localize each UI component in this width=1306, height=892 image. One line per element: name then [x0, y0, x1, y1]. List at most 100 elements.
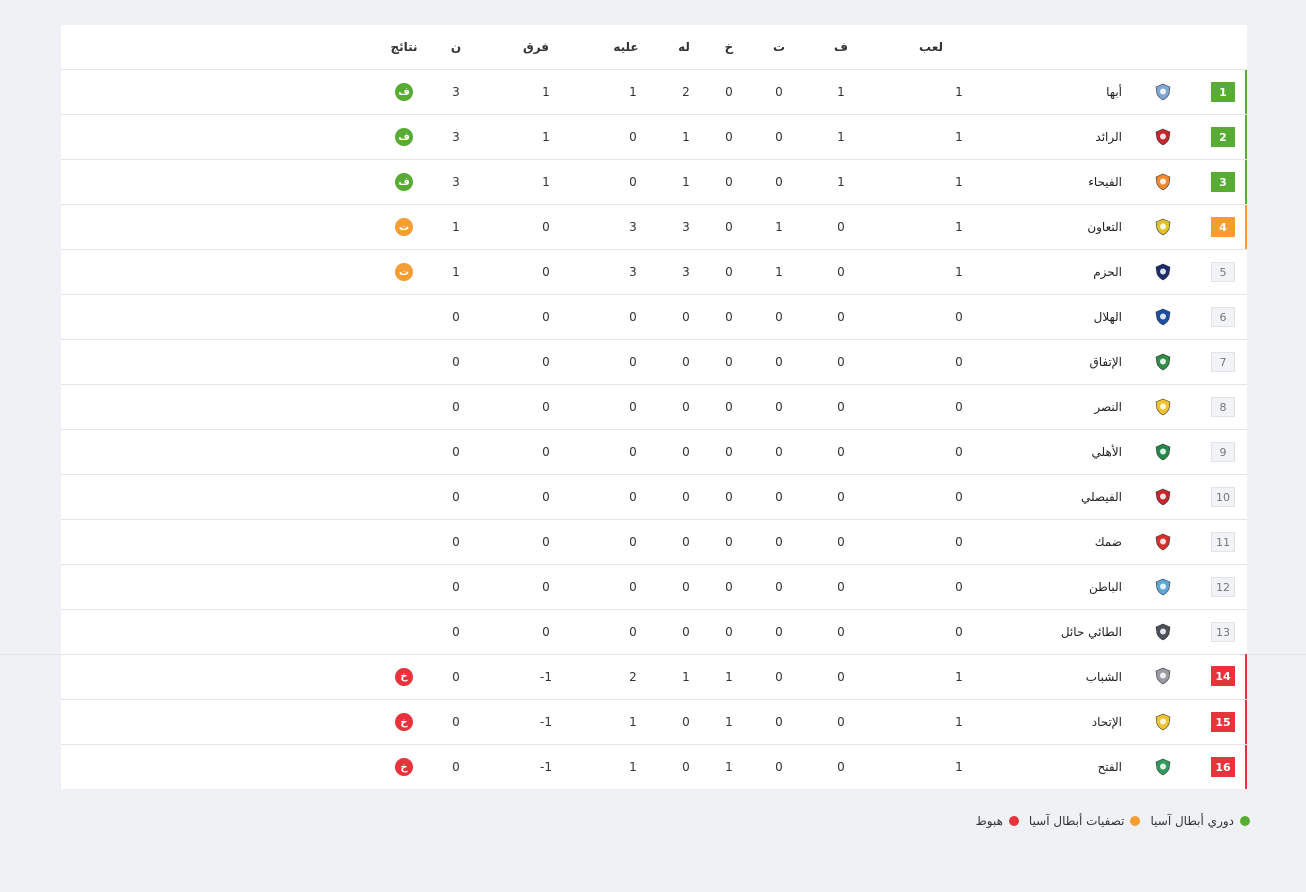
cell-points: 0 [452, 669, 460, 684]
header-goals-against: عليه [613, 40, 639, 54]
position-badge: 3 [1211, 172, 1235, 192]
cell-drawn: 0 [775, 175, 783, 189]
abha-crest-icon [1153, 82, 1173, 102]
team-name[interactable]: الباطن [1089, 580, 1122, 594]
legend-label: هبوط [975, 814, 1003, 828]
team-name[interactable]: الحزم [1093, 265, 1122, 279]
cell-won: 0 [837, 669, 845, 684]
cell-played: 0 [955, 625, 963, 639]
header-played: لعب [919, 40, 943, 54]
cell-goals-for: 2 [682, 85, 690, 99]
team-name[interactable]: الطائي حائل [1060, 625, 1122, 639]
zone-indicator [1245, 654, 1247, 699]
team-name[interactable]: الفيحاء [1088, 175, 1122, 189]
cell-played: 1 [955, 265, 963, 279]
cell-goals-against: 0 [629, 580, 637, 594]
cell-goals-for: 3 [682, 220, 690, 234]
team-name[interactable]: الإتحاد [1091, 715, 1122, 729]
table-row[interactable]: 12 الباطن 0 0 0 0 0 0 0 0 [61, 564, 1247, 609]
header-won: ف [834, 40, 848, 54]
result-badge: ت [395, 263, 413, 281]
cell-played: 1 [955, 175, 963, 189]
team-name[interactable]: الرائد [1095, 130, 1122, 144]
cell-drawn: 0 [775, 130, 783, 144]
header-drawn: ت [772, 40, 786, 54]
cell-lost: 0 [725, 175, 733, 189]
table-row[interactable]: 1 أبها 1 1 0 0 2 1 1 3 ف [61, 69, 1247, 114]
cell-goal-diff: -1 [540, 715, 552, 729]
table-row[interactable]: 16 الفتح 1 0 0 1 0 1 -1 0 خ [61, 744, 1247, 789]
table-row[interactable]: 13 الطائي حائل 0 0 0 0 0 0 0 0 [61, 609, 1247, 654]
team-name[interactable]: الفتح [1097, 760, 1122, 774]
cell-goals-for: 0 [682, 715, 690, 729]
cell-lost: 0 [725, 625, 733, 639]
position-badge: 9 [1211, 442, 1235, 462]
cell-lost: 0 [725, 130, 733, 144]
table-row[interactable]: 9 الأهلي 0 0 0 0 0 0 0 0 [61, 429, 1247, 474]
cell-goal-diff: 0 [542, 265, 550, 279]
table-row[interactable]: 3 الفيحاء 1 1 0 0 1 0 1 3 ف [61, 159, 1247, 204]
cell-goals-against: 0 [629, 535, 637, 549]
cell-won: 0 [837, 580, 845, 594]
alnassr-crest-icon [1153, 397, 1173, 417]
table-row[interactable]: 5 الحزم 1 0 1 0 3 3 0 1 ت [61, 249, 1247, 294]
table-row[interactable]: 7 الإتفاق 0 0 0 0 0 0 0 0 [61, 339, 1247, 384]
cell-points: 0 [452, 715, 460, 729]
team-name[interactable]: ضمك [1094, 535, 1122, 549]
cell-drawn: 0 [775, 625, 783, 639]
cell-lost: 0 [725, 355, 733, 369]
position-badge: 5 [1211, 262, 1235, 282]
table-row[interactable]: 6 الهلال 0 0 0 0 0 0 0 0 [61, 294, 1247, 339]
cell-goals-for: 0 [682, 625, 690, 639]
cell-played: 0 [955, 310, 963, 324]
legend-dot-icon [1130, 816, 1141, 826]
legend-item: تصفيات أبطال آسيا [1029, 814, 1141, 828]
team-name[interactable]: الشباب [1085, 669, 1122, 684]
cell-goal-diff: 0 [542, 580, 550, 594]
cell-won: 1 [837, 175, 845, 189]
altai-crest-icon [1153, 622, 1173, 642]
cell-points: 0 [452, 445, 460, 459]
cell-goals-for: 0 [682, 355, 690, 369]
header-goals-for: له [678, 40, 690, 54]
cell-goals-against: 2 [629, 669, 637, 684]
table-row[interactable]: 11 ضمك 0 0 0 0 0 0 0 0 [61, 519, 1247, 564]
team-name[interactable]: الأهلي [1091, 445, 1122, 459]
standings-table: لعب ف ت خ له عليه فرق ن نتائج 1 أبها 1 1 0 0 2… [0, 25, 1306, 789]
cell-played: 1 [955, 85, 963, 99]
position-badge: 10 [1211, 487, 1235, 507]
cell-won: 0 [837, 400, 845, 414]
team-name[interactable]: النصر [1094, 400, 1122, 414]
table-row[interactable]: 8 النصر 0 0 0 0 0 0 0 0 [61, 384, 1247, 429]
table-row[interactable]: 4 التعاون 1 0 1 0 3 3 0 1 ت [61, 204, 1247, 249]
cell-goals-against: 0 [629, 355, 637, 369]
table-row[interactable]: 10 الفيصلي 0 0 0 0 0 0 0 0 [61, 474, 1247, 519]
table-row[interactable]: 2 الرائد 1 1 0 0 1 0 1 3 ف [61, 114, 1247, 159]
table-row[interactable]: 14 الشباب 1 0 0 1 1 2 -1 0 خ [61, 654, 1247, 699]
cell-lost: 1 [725, 669, 733, 684]
alraed-crest-icon [1153, 127, 1173, 147]
team-name[interactable]: الفيصلي [1080, 490, 1122, 504]
team-name[interactable]: الإتفاق [1089, 355, 1122, 369]
alahli-crest-icon [1153, 442, 1173, 462]
cell-goals-against: 0 [629, 310, 637, 324]
cell-goals-for: 0 [682, 490, 690, 504]
cell-goals-for: 1 [682, 175, 690, 189]
cell-goals-against: 1 [629, 85, 637, 99]
table-row[interactable]: 15 الإتحاد 1 0 0 1 0 1 -1 0 خ [61, 699, 1247, 744]
team-name[interactable]: التعاون [1087, 220, 1122, 234]
cell-goals-against: 0 [629, 490, 637, 504]
cell-lost: 0 [725, 445, 733, 459]
cell-played: 1 [955, 669, 963, 684]
cell-played: 0 [955, 580, 963, 594]
team-name[interactable]: الهلال [1093, 310, 1122, 324]
cell-points: 0 [452, 400, 460, 414]
cell-lost: 0 [725, 310, 733, 324]
cell-drawn: 1 [775, 220, 783, 234]
legend-item: دوري أبطال آسيا [1150, 814, 1250, 828]
zone-indicator [1245, 70, 1247, 114]
header-lost: خ [724, 40, 734, 54]
cell-goal-diff: 0 [542, 220, 550, 234]
team-name[interactable]: أبها [1106, 85, 1122, 99]
cell-goals-against: 1 [629, 715, 637, 729]
